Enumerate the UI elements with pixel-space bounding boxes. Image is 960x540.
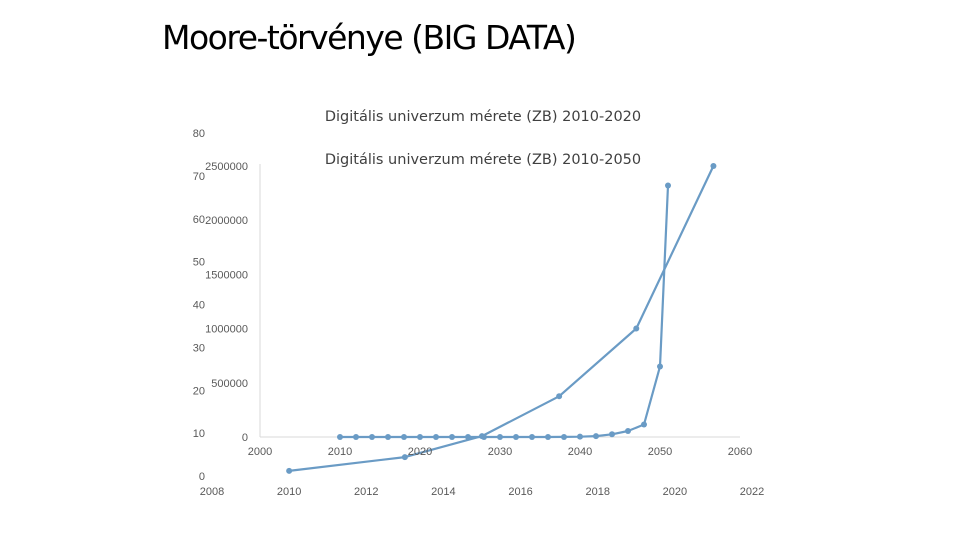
chart1-data-point-21 (665, 182, 671, 189)
chart1-data-point-16 (593, 433, 599, 440)
chart0-y-tick-2: 20 (193, 385, 205, 397)
chart1-y-tick-2: 1000000 (205, 324, 248, 336)
chart1-y-tick-5: 2500000 (205, 161, 248, 173)
chart0-data-point-5 (710, 163, 717, 170)
chart0-x-tick-5: 2018 (585, 486, 609, 498)
chart1-data-point-7 (449, 434, 455, 440)
chart0-y-tick-8: 80 (193, 128, 205, 140)
chart1-y-tick-0: 0 (242, 432, 248, 444)
chart1-x-tick-3: 2030 (488, 446, 512, 458)
chart1-data-point-15 (577, 433, 583, 440)
chart1-series-line-0 (340, 185, 670, 439)
chart1-x-tick-2: 2020 (408, 446, 432, 458)
chart1-data-point-17 (609, 431, 615, 438)
chart1-y-tick-3: 1500000 (205, 269, 248, 281)
chart1-x-tick-0: 2000 (248, 446, 272, 458)
chart0-x-tick-3: 2014 (431, 486, 455, 498)
chart-2010-2050-title: Digitális univerzum mérete (ZB) 2010-205… (325, 152, 641, 168)
chart1-data-point-5 (417, 434, 423, 440)
chart1-x-tick-6: 2060 (728, 446, 752, 458)
chart1-data-point-11 (513, 434, 519, 440)
chart0-data-point-4 (633, 325, 640, 332)
chart1-x-tick-5: 2050 (648, 446, 672, 458)
chart1-data-point-14 (561, 433, 567, 440)
chart1-y-tick-4: 2000000 (205, 215, 248, 227)
chart1-data-point-1 (353, 434, 359, 440)
chart1-data-point-20 (657, 363, 663, 370)
chart0-data-point-1 (401, 454, 408, 461)
chart0-x-tick-4: 2016 (508, 486, 532, 498)
chart0-data-point-3 (556, 393, 563, 400)
chart1-data-point-8 (465, 434, 471, 440)
chart0-y-tick-4: 40 (193, 300, 205, 312)
chart1-data-point-4 (401, 434, 407, 440)
chart0-x-tick-0: 2008 (200, 486, 224, 498)
chart1-data-point-19 (641, 421, 647, 428)
chart1-data-point-3 (385, 434, 391, 440)
chart1-x-tick-1: 2010 (328, 446, 352, 458)
chart-2010-2050: Digitális univerzum mérete (ZB) 2010-205… (205, 152, 752, 458)
chart0-y-tick-5: 50 (193, 257, 205, 269)
chart1-x-tick-4: 2040 (568, 446, 592, 458)
chart1-data-point-2 (369, 434, 375, 440)
chart0-x-tick-7: 2022 (740, 486, 764, 498)
slide-title: Moore-törvénye (BIG DATA) (162, 18, 577, 57)
chart0-y-tick-7: 70 (193, 171, 205, 183)
chart1-data-point-0 (337, 434, 343, 440)
chart0-y-tick-1: 10 (193, 428, 205, 440)
chart0-x-tick-2: 2012 (354, 486, 378, 498)
chart-2010-2020: Digitális univerzum mérete (ZB) 2010-202… (193, 109, 764, 498)
chart-2010-2020-title: Digitális univerzum mérete (ZB) 2010-202… (325, 109, 641, 125)
chart0-y-tick-6: 60 (193, 214, 205, 226)
chart0-data-point-0 (286, 467, 293, 474)
chart1-y-tick-1: 500000 (211, 378, 248, 390)
chart0-y-tick-3: 30 (193, 342, 205, 354)
chart0-series-line-0 (288, 165, 715, 472)
chart1-data-point-13 (545, 434, 551, 440)
chart0-y-tick-0: 0 (199, 471, 205, 483)
chart1-data-point-10 (497, 434, 503, 440)
chart1-data-point-6 (433, 434, 439, 440)
chart0-x-tick-6: 2020 (663, 486, 687, 498)
chart1-data-point-18 (625, 428, 631, 435)
chart1-data-point-12 (529, 434, 535, 440)
chart0-x-tick-1: 2010 (277, 486, 301, 498)
chart1-data-point-9 (481, 434, 487, 440)
